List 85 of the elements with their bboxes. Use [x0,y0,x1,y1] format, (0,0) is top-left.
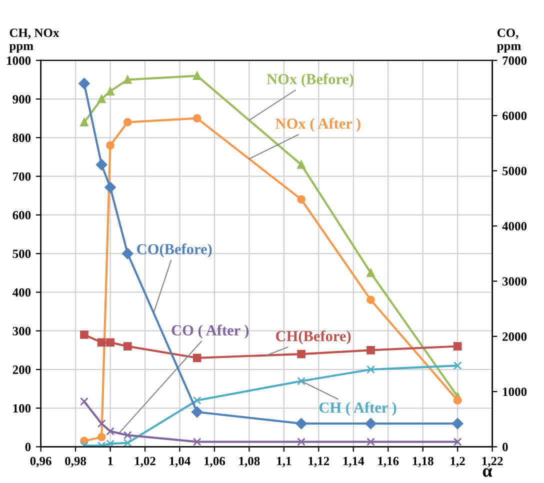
point [122,248,134,260]
point [97,432,106,442]
point [106,338,114,347]
text: NOx (Before) [266,73,354,88]
point [106,141,114,150]
point [297,350,306,358]
y-tick-label: 400 [12,288,31,297]
y-tick-label: 300 [12,326,31,336]
y-tick-label: 1000 [7,56,31,65]
point [365,418,376,430]
point [106,427,114,436]
point [123,118,132,126]
point [453,438,462,446]
point [453,396,462,405]
x-tick-label: 0,98 [65,456,86,468]
point [453,342,462,350]
point [123,342,132,350]
point [97,94,106,104]
y-tick-label: 500 [12,250,31,258]
y2-tick-label: 1000 [503,388,527,396]
point [192,438,202,446]
x-tick-label: 1,08 [239,456,260,468]
point [366,346,375,354]
point [366,296,375,304]
point [123,438,132,447]
x-tick-label: 1,18 [412,456,434,468]
x-axis-title: α [482,468,492,477]
point [366,365,375,374]
y2-tick-label: 4000 [502,222,527,230]
x-tick-label: 0,96 [30,456,52,468]
y-tick-label: 0 [25,442,31,452]
point [297,160,306,169]
x-tick-label: 1,02 [135,456,156,468]
y-tick-label: 100 [13,404,31,413]
text: NOx ( After ) [276,118,360,132]
point [453,361,462,370]
x-tick-label: 1,06 [204,456,226,468]
x-tick-label: 1,14 [343,456,364,468]
point [366,268,375,278]
y2-tick-label: 2000 [502,332,527,341]
text: CO ( After ) [172,324,249,339]
y2-tick-label: 5000 [502,166,527,176]
point [192,354,202,362]
point [78,78,90,90]
point [104,182,116,193]
y2-tick-label: 6000 [502,112,527,120]
x-tick-label: 1,04 [170,456,190,468]
y-axis-title: CH, NOx ppm [9,28,60,53]
point [297,195,306,204]
point [123,431,132,440]
y2-tick-label: 0 [502,442,508,452]
point [192,114,202,122]
point [191,406,203,418]
point [96,159,108,170]
x-tick-label: 1,22 [482,456,503,468]
point [123,76,132,84]
point [452,418,464,430]
point [97,419,106,428]
y-tick-label: 800 [12,134,31,142]
point [296,418,307,430]
point [80,397,88,406]
y2-tick-label: 3000 [502,277,527,286]
point [297,376,306,386]
point [192,396,202,405]
series-label: CH ( After ) [319,402,396,416]
point [366,438,375,446]
x-tick-label: 1,12 [308,456,330,468]
series-label: CO(Before) [137,243,212,258]
y2-axis-title: CO, ppm [496,28,521,53]
point [297,438,306,446]
y2-tick-label: 7000 [502,56,527,65]
point [192,72,202,80]
x-tick-label: 1,1 [277,456,292,468]
x-tick-label: 1 [108,456,113,466]
y-tick-label: 700 [13,172,31,181]
x-tick-label: 1,2 [450,456,465,468]
x-tick-label: 1,16 [378,456,399,468]
y-tick-label: 200 [12,366,31,374]
y-tick-label: 900 [12,95,31,104]
point [80,330,88,339]
point [106,87,114,96]
point [80,118,88,126]
series-label: CH(Before) [276,330,351,344]
point [97,338,106,347]
y-tick-label: 600 [12,210,31,220]
